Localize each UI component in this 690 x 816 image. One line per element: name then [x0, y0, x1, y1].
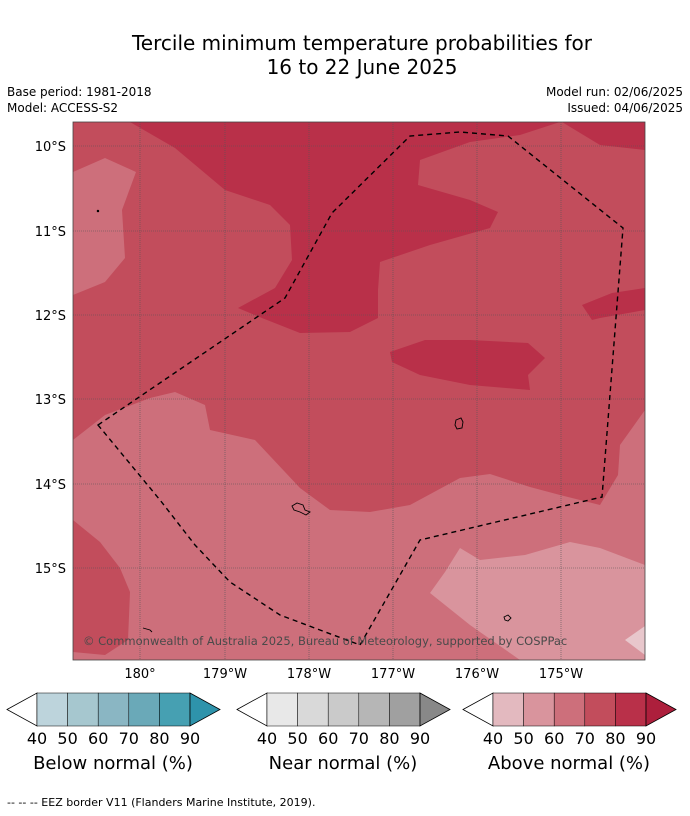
island-south-west	[142, 627, 153, 633]
colorbar-tick: 40	[257, 729, 277, 748]
colorbar-segment	[266, 692, 298, 727]
colorbar-tick: 70	[119, 729, 139, 748]
title-line-2: 16 to 22 June 2025	[266, 55, 458, 79]
base-period: Base period: 1981-2018	[7, 85, 152, 99]
colorbar-title-below: Below normal (%)	[33, 753, 193, 774]
lon-label: 176°W	[455, 667, 499, 682]
island-west	[291, 502, 311, 516]
latitude-labels: 10°S 11°S 12°S 13°S 14°S 15°S	[35, 140, 66, 577]
eez-border	[96, 131, 624, 646]
lon-label: 175°W	[539, 667, 583, 682]
colorbar-extend-low	[6, 692, 38, 727]
colorbar-tick: 40	[483, 729, 503, 748]
field-above-60-west	[73, 158, 136, 295]
field-above-50-southeast	[430, 542, 645, 660]
island-east	[503, 614, 512, 622]
colorbar-segment	[389, 692, 421, 727]
lat-label: 13°S	[35, 393, 66, 408]
field-above-70-southwest	[73, 520, 130, 655]
lat-label: 10°S	[35, 140, 66, 155]
field-above-40-corner	[625, 626, 645, 655]
meta-left: Base period: 1981-2018 Model: ACCESS-S2	[7, 84, 152, 116]
map-attribution: © Commonwealth of Australia 2025, Bureau…	[83, 634, 567, 648]
lat-label: 14°S	[35, 478, 66, 493]
issued-date: Issued: 04/06/2025	[567, 101, 683, 115]
colorbar-segment	[67, 692, 99, 727]
field-above-80-north	[130, 122, 560, 333]
islet	[96, 209, 100, 213]
lon-label: 177°W	[371, 667, 415, 682]
colorbar-tick: 80	[605, 729, 625, 748]
field-above-80-east	[582, 288, 645, 320]
lat-label: 12°S	[35, 309, 66, 324]
colorbar-segment	[584, 692, 616, 727]
colorbar-segment	[523, 692, 555, 727]
colorbar-tick: 60	[544, 729, 564, 748]
colorbar: 40 50 60 70 80 90	[6, 692, 221, 748]
colorbar-extend-low	[236, 692, 268, 727]
colorbar-extend-low	[462, 692, 494, 727]
colorbar-segment	[159, 692, 191, 727]
lat-label: 15°S	[35, 562, 66, 577]
footnote: -- -- -- EEZ border V11 (Flanders Marine…	[7, 796, 316, 809]
colorbar-segment	[297, 692, 329, 727]
colorbar-tick: 50	[513, 729, 533, 748]
colorbar-extend-high	[189, 692, 221, 727]
colorbar-segment	[492, 692, 524, 727]
colorbar-tick: 90	[180, 729, 200, 748]
colorbar-tick: 90	[410, 729, 430, 748]
model-run: Model run: 02/06/2025	[545, 85, 683, 99]
colorbar-segment	[358, 692, 390, 727]
probability-fields	[73, 122, 645, 660]
colorbar-tick: 90	[636, 729, 656, 748]
model-name: Model: ACCESS-S2	[7, 101, 119, 115]
map-frame	[72, 121, 646, 661]
colorbar-tick: 40	[27, 729, 47, 748]
colorbar-segment	[36, 692, 68, 727]
chart-title: Tercile minimum temperature probabilitie…	[0, 31, 690, 79]
colorbar-extend-high	[645, 692, 677, 727]
longitude-labels: 180° 179°W 178°W 177°W 176°W 175°W	[124, 667, 583, 682]
colorbar-tick: 80	[149, 729, 169, 748]
lat-label: 11°S	[35, 225, 66, 240]
title-line-1: Tercile minimum temperature probabilitie…	[131, 31, 593, 55]
colorbar-tick: 70	[349, 729, 369, 748]
colorbar-extend-high	[419, 692, 451, 727]
colorbar-title-near: Near normal (%)	[268, 753, 418, 774]
colorbar-tick: 60	[318, 729, 338, 748]
colorbars: 40 50 60 70 80 90 40 50 60 70 80 90 40 50 60 70 80 90	[6, 692, 677, 748]
island-north	[454, 417, 464, 430]
meta-right: Model run: 02/06/2025 Issued: 04/06/2025	[546, 84, 683, 116]
colorbar: 40 50 60 70 80 90	[236, 692, 451, 748]
islands	[96, 209, 512, 633]
gridlines	[73, 122, 645, 660]
lon-label: 178°W	[287, 667, 331, 682]
colorbar-tick: 60	[88, 729, 108, 748]
colorbar-tick: 70	[575, 729, 595, 748]
colorbar-title-above: Above normal (%)	[487, 753, 651, 774]
colorbar-tick: 50	[57, 729, 77, 748]
colorbar: 40 50 60 70 80 90	[462, 692, 677, 748]
lon-label: 180°	[124, 667, 155, 682]
lon-label: 179°W	[203, 667, 247, 682]
field-above-80-northeast	[562, 122, 645, 150]
colorbar-segment	[97, 692, 130, 727]
colorbar-segment	[327, 692, 360, 727]
colorbar-segment	[553, 692, 586, 727]
colorbar-segment	[128, 692, 160, 727]
colorbar-tick: 80	[379, 729, 399, 748]
colorbar-tick: 50	[287, 729, 307, 748]
field-above-80-central	[390, 340, 545, 390]
colorbar-segment	[615, 692, 647, 727]
